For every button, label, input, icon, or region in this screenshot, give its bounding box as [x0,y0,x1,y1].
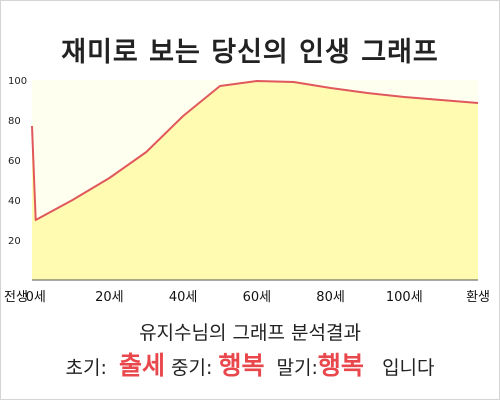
y-tick-label: 20 [8,236,21,247]
x-tick-label: 100세 [386,290,423,305]
life-line-series [31,80,479,221]
analysis-summary: 유지수님의 그래프 분석결과 [139,322,361,344]
late-stage-label: 말기: [276,357,318,379]
mid-stage-label: 중기: [171,357,213,379]
x-tick-label: 80세 [316,290,345,305]
y-tick-label: 60 [8,156,21,167]
x-tick-label: 0세 [26,290,46,305]
x-tick-label: 40세 [169,290,198,305]
y-tick-label: 40 [8,196,21,207]
x-tick-label: 전생 [4,290,28,305]
mid-stage-value: 행복 [218,351,265,380]
x-tick-label: 60세 [243,290,272,305]
x-tick-label: 20세 [95,290,124,305]
late-stage-value: 행복 [317,351,364,380]
early-stage-label: 초기: [65,357,107,379]
x-tick-label: 환생 [466,290,490,305]
analysis-verdict: 초기: 출세 중기: 행복 말기:행복 입니다 [0,346,500,382]
y-tick-label: 100 [8,76,27,87]
chart-title: 재미로 보는 당신의 인생 그래프 [61,37,439,68]
y-tick-label: 80 [8,116,21,127]
early-stage-value: 출세 [118,351,165,380]
life-area-fill [32,81,478,280]
verdict-ending: 입니다 [382,357,435,379]
